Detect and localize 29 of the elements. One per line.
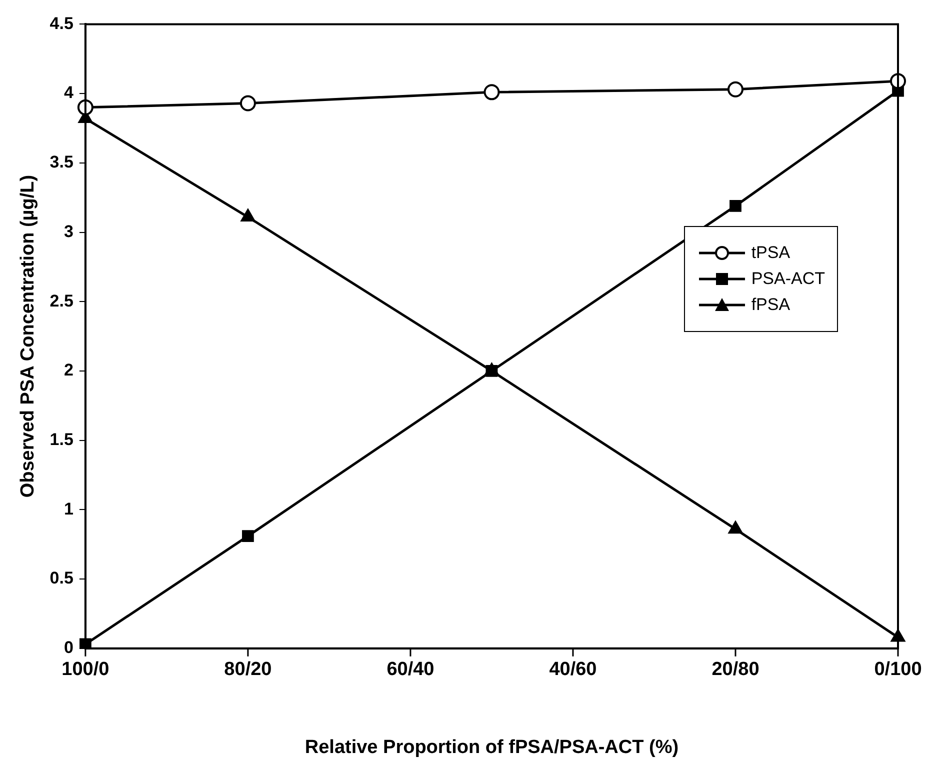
y-axis-title: Observed PSA Concentration (µg/L) (18, 174, 39, 498)
x-tick-label: 20/80 (712, 659, 760, 680)
point (486, 365, 498, 377)
point (240, 209, 256, 222)
y-tick-label: 0.5 (50, 568, 74, 588)
y-tick-label: 1 (64, 499, 74, 518)
x-tick-label: 40/60 (549, 659, 597, 680)
point (730, 200, 742, 212)
x-axis-title: Relative Proportion of fPSA/PSA-ACT (%) (304, 736, 679, 758)
y-tick-label: 2 (64, 360, 74, 380)
x-tick-label: 0/100 (874, 659, 922, 680)
x-tick-label: 80/20 (224, 659, 272, 680)
x-tick-label: 60/40 (386, 659, 434, 680)
x-tick-label: 100/0 (62, 659, 110, 680)
legend-label: fPSA (751, 295, 790, 316)
point (727, 81, 744, 98)
point (728, 521, 743, 534)
y-tick-label: 2.5 (50, 291, 74, 310)
point (240, 95, 256, 112)
legend-label: PSA-ACT (751, 269, 825, 290)
legend-label: tPSA (751, 243, 790, 264)
point (484, 84, 500, 100)
y-tick-label: 4.5 (50, 14, 74, 33)
point (242, 530, 254, 542)
y-tick-label: 1.5 (50, 430, 74, 450)
y-tick-label: 0 (64, 638, 74, 658)
y-tick-label: 3 (64, 222, 74, 241)
y-tick-label: 4 (64, 83, 74, 102)
y-tick-label: 3.5 (50, 152, 74, 172)
